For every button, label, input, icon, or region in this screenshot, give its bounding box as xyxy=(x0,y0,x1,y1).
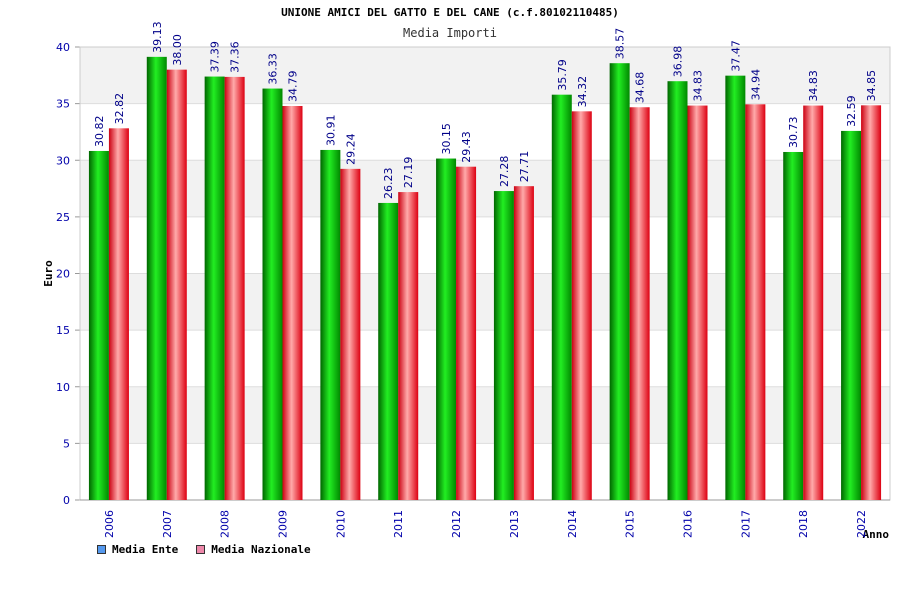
bar-media-ente xyxy=(378,202,399,500)
grid-band xyxy=(80,386,890,444)
bar-media-ente xyxy=(667,81,688,500)
grid-band xyxy=(80,160,890,217)
bar-media-ente xyxy=(320,149,341,500)
data-label: 38.57 xyxy=(614,28,627,60)
grid-band xyxy=(80,216,890,274)
x-tick-label: 2006 xyxy=(103,510,116,538)
legend-item-ente: Media Ente xyxy=(97,543,178,556)
data-label: 34.68 xyxy=(634,72,647,104)
x-tick-label: 2009 xyxy=(277,510,290,538)
y-tick-label: 35 xyxy=(56,98,70,111)
data-label: 34.85 xyxy=(865,70,878,102)
data-label: 36.98 xyxy=(672,46,685,78)
data-label: 32.82 xyxy=(113,93,126,125)
y-tick-label: 15 xyxy=(56,324,70,337)
grid-band xyxy=(80,273,890,331)
data-label: 30.91 xyxy=(324,114,337,146)
data-label: 27.28 xyxy=(498,156,511,188)
y-tick-label: 20 xyxy=(56,268,70,281)
bar-media-nazionale xyxy=(398,192,419,501)
bar-media-ente xyxy=(609,63,630,500)
data-label: 35.79 xyxy=(556,59,569,91)
bar-media-nazionale xyxy=(340,168,361,500)
chart-title: UNIONE AMICI DEL GATTO E DEL CANE (c.f.8… xyxy=(281,6,619,19)
bar-media-ente xyxy=(436,158,457,500)
data-label: 37.39 xyxy=(209,41,222,73)
bar-media-ente xyxy=(146,56,167,500)
y-tick-label: 30 xyxy=(56,154,70,167)
data-label: 27.71 xyxy=(518,151,531,183)
x-tick-label: 2008 xyxy=(219,510,232,538)
data-label: 30.15 xyxy=(440,123,453,155)
bar-media-ente xyxy=(493,191,514,500)
x-tick-label: 2014 xyxy=(566,510,579,538)
data-label: 34.83 xyxy=(807,70,820,102)
data-label: 30.73 xyxy=(787,116,800,148)
bar-media-ente xyxy=(725,75,746,500)
x-tick-label: 2015 xyxy=(624,510,637,538)
bar-media-nazionale xyxy=(571,111,592,501)
bar-media-nazionale xyxy=(108,128,129,500)
x-tick-label: 2017 xyxy=(739,510,752,538)
chart-legend: Media Ente Media Nazionale xyxy=(97,543,311,556)
x-tick-label: 2011 xyxy=(392,510,405,538)
bar-media-nazionale xyxy=(803,105,824,501)
data-label: 38.00 xyxy=(171,34,184,66)
bar-media-nazionale xyxy=(224,76,245,500)
legend-swatch-nazionale xyxy=(196,545,206,554)
y-tick-label: 40 xyxy=(56,41,70,54)
bar-media-ente xyxy=(204,76,225,500)
x-tick-label: 2022 xyxy=(855,510,868,538)
data-label: 27.19 xyxy=(402,157,415,189)
bar-media-nazionale xyxy=(745,104,766,500)
grid-band xyxy=(80,47,890,104)
bar-media-nazionale xyxy=(861,105,882,500)
bar-media-ente xyxy=(841,130,862,500)
bar-media-nazionale xyxy=(687,105,708,501)
data-label: 30.82 xyxy=(93,115,106,147)
bar-media-ente xyxy=(88,150,109,500)
data-label: 37.36 xyxy=(229,41,242,73)
grid-band xyxy=(80,330,890,387)
bar-media-nazionale xyxy=(513,186,534,500)
data-label: 34.79 xyxy=(287,71,300,103)
data-label: 36.33 xyxy=(267,53,280,85)
data-label: 29.24 xyxy=(344,133,357,165)
bar-media-nazionale xyxy=(166,69,187,501)
y-tick-label: 0 xyxy=(63,494,70,507)
x-tick-label: 2007 xyxy=(161,510,174,538)
bar-media-nazionale xyxy=(629,107,650,501)
x-tick-label: 2016 xyxy=(682,510,695,538)
y-tick-label: 25 xyxy=(56,211,70,224)
grid-band xyxy=(80,103,890,161)
bar-media-ente xyxy=(783,151,804,500)
bar-media-ente xyxy=(262,88,283,501)
legend-label-ente: Media Ente xyxy=(112,543,179,556)
grid-band xyxy=(80,443,890,500)
y-tick-label: 5 xyxy=(63,437,70,450)
data-label: 26.23 xyxy=(382,167,395,199)
data-label: 34.94 xyxy=(749,69,762,101)
data-label: 29.43 xyxy=(460,131,473,163)
x-tick-label: 2012 xyxy=(450,510,463,538)
legend-item-nazionale: Media Nazionale xyxy=(196,543,311,556)
data-label: 34.83 xyxy=(692,70,705,102)
data-label: 34.32 xyxy=(576,76,589,108)
bar-media-nazionale xyxy=(282,106,303,501)
x-tick-label: 2018 xyxy=(797,510,810,538)
data-label: 32.59 xyxy=(845,95,858,127)
legend-label-nazionale: Media Nazionale xyxy=(211,543,311,556)
data-label: 39.13 xyxy=(151,21,164,53)
legend-swatch-ente xyxy=(97,545,106,554)
bar-media-nazionale xyxy=(456,166,477,500)
data-label: 37.47 xyxy=(729,40,742,72)
bar-media-ente xyxy=(551,94,572,500)
y-tick-label: 10 xyxy=(56,381,70,394)
x-tick-label: 2010 xyxy=(334,510,347,538)
chart-subtitle: Media Importi xyxy=(403,26,497,40)
x-axis-label: Anno xyxy=(863,528,890,541)
y-axis-label: Euro xyxy=(42,260,55,287)
x-tick-label: 2013 xyxy=(508,510,521,538)
